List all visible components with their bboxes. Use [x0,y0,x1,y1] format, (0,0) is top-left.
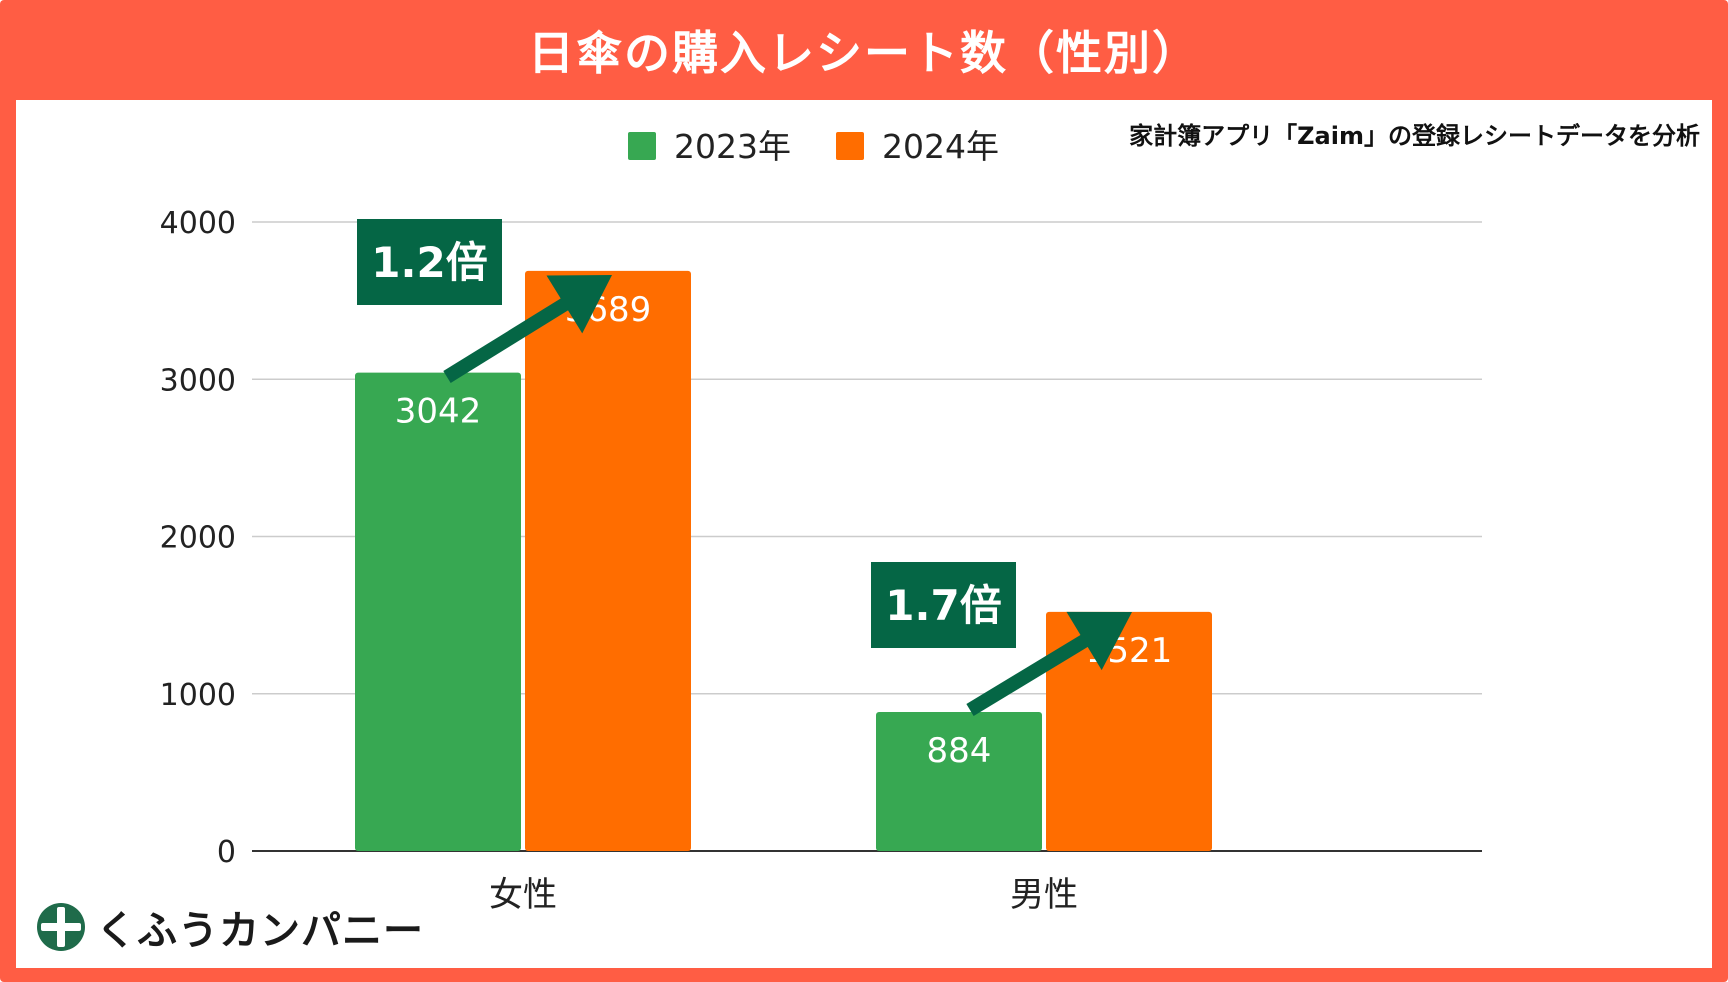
bar-2023年-男性 [876,711,1042,851]
brand-logo: くふうカンパニー [36,900,424,954]
growth-ratio-badge [871,562,1016,648]
x-tick-label: 女性 [489,875,557,915]
legend-swatch [836,132,864,160]
growth-ratio-badge [357,219,502,305]
y-tick-label: 3000 [160,363,236,398]
y-tick-label: 2000 [160,521,236,556]
y-tick-label: 1000 [160,678,236,713]
page-title: 日傘の購入レシート数（性別） [528,26,1200,80]
growth-arrow-head [546,275,612,334]
plus-cross-logo-icon [37,903,85,951]
bar-2023年-女性 [355,372,521,851]
data-label: 884 [927,731,992,771]
source-note: 家計簿アプリ「Zaim」の登録レシートデータを分析 [1129,122,1700,150]
growth-arrow-shaft [966,632,1092,716]
brand-name: くふうカンパニー [96,908,424,954]
data-label: 3042 [395,392,482,432]
growth-arrow-shaft [443,296,572,383]
growth-arrow-head [1066,611,1132,671]
bar-2024年-男性 [1046,611,1212,851]
legend-label: 2024年 [882,127,999,166]
bar-2024年-女性 [525,270,691,851]
legend-label: 2023年 [674,127,791,166]
x-tick-label: 男性 [1010,875,1078,915]
growth-ratio-label: 1.2倍 [371,238,487,287]
growth-ratio-label: 1.7倍 [885,581,1001,630]
chart-panel [16,100,1712,968]
y-tick-label: 4000 [160,206,236,241]
y-tick-label: 0 [217,835,236,870]
legend-swatch [628,132,656,160]
